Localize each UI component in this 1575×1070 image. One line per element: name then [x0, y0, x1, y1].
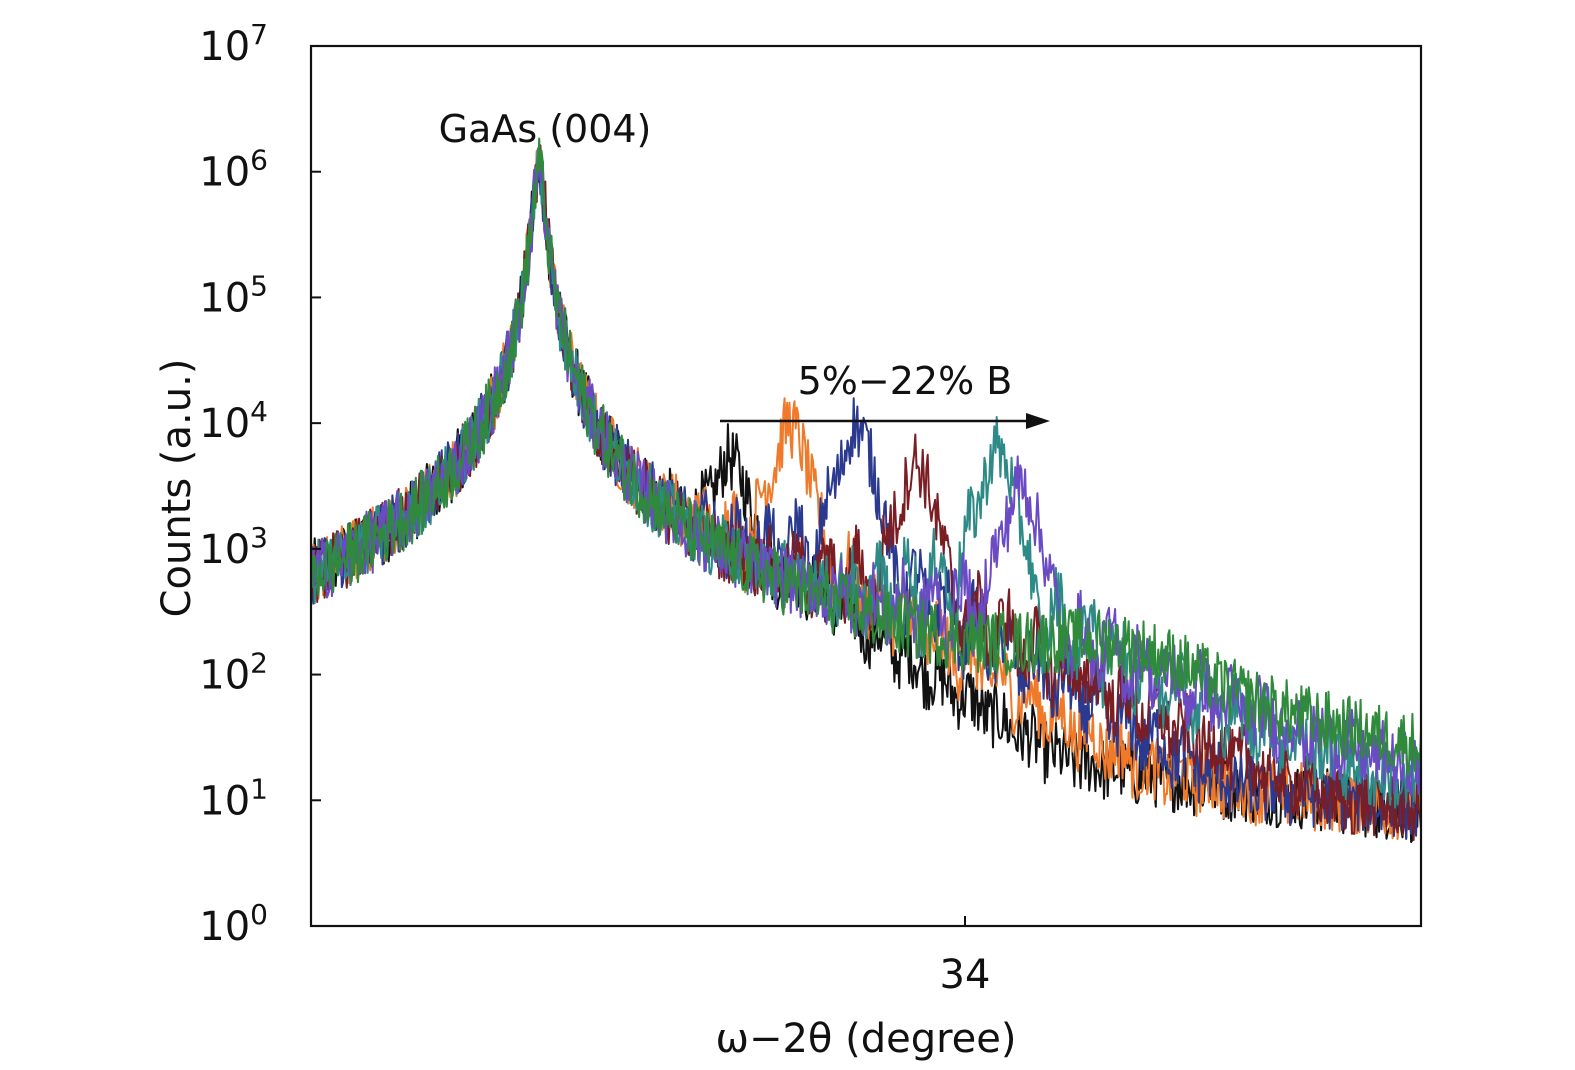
x-axis-ticks: 34: [940, 916, 991, 998]
x-tick-label-0: 34: [940, 952, 991, 998]
plot-frame: [309, 44, 1423, 928]
y-tick-label-3: 103: [199, 521, 268, 573]
series-line-6: [310, 137, 1422, 776]
series-line-5: [310, 156, 1422, 797]
composition-range-label: 5%−22% B: [798, 359, 1013, 403]
substrate-peak-label: GaAs (004): [439, 107, 652, 151]
y-axis-ticks: 100 101 102 103 104 105 106 107: [199, 18, 321, 950]
y-tick-label-6: 106: [199, 144, 268, 196]
y-tick-label-2: 102: [199, 647, 268, 699]
y-axis-title: Counts (a.u.): [154, 359, 200, 618]
y-tick-label-5: 105: [199, 269, 268, 321]
y-tick-label-0: 100: [199, 898, 268, 950]
x-axis-title: ω−2θ (degree): [715, 1016, 1016, 1062]
composition-arrow-head: [1026, 413, 1050, 429]
y-tick-label-7: 107: [199, 18, 268, 70]
y-tick-label-4: 104: [199, 395, 268, 447]
plot-area: [310, 137, 1422, 843]
y-tick-label-1: 101: [199, 772, 268, 824]
